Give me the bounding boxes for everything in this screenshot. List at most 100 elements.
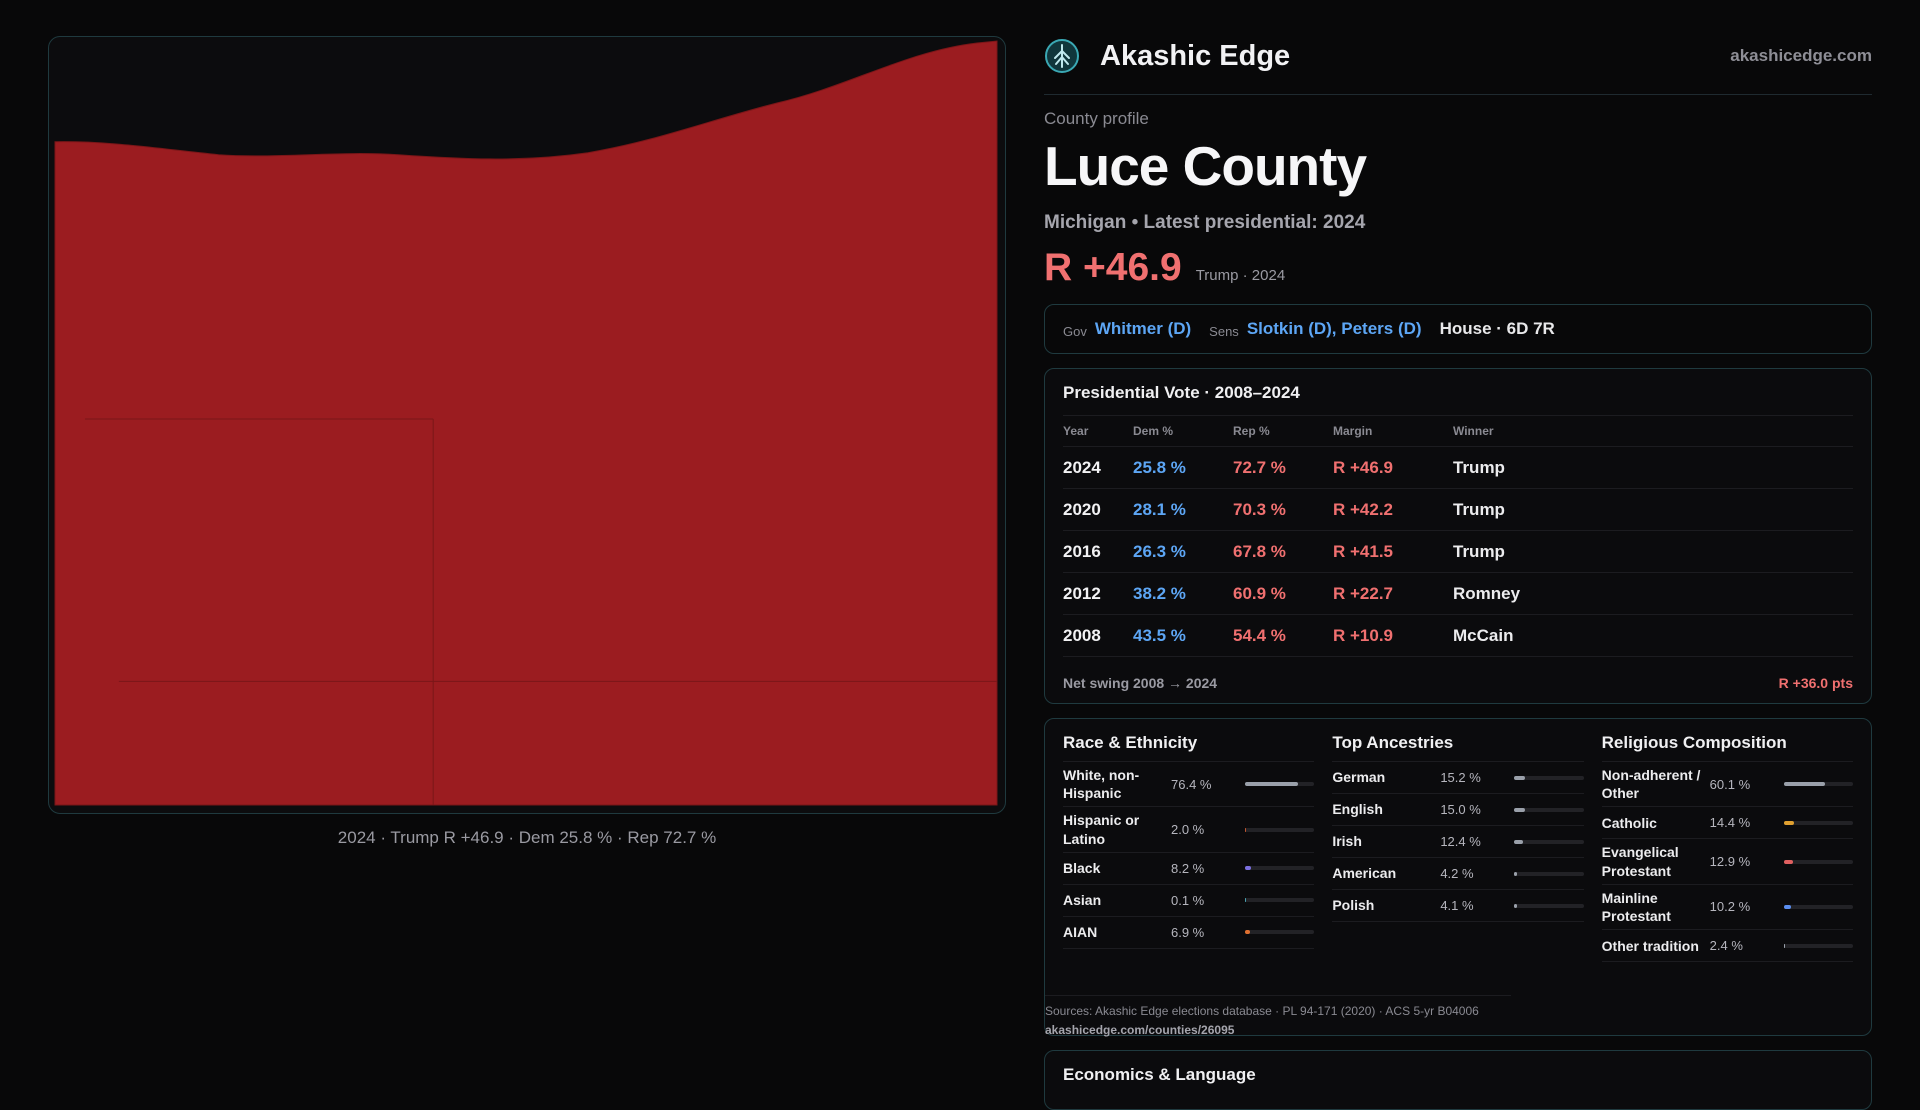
tree-logo-icon[interactable] xyxy=(1044,38,1080,74)
item-label: White, non-Hispanic xyxy=(1063,767,1140,802)
list-item: Polish 4.1 % xyxy=(1332,890,1584,922)
presidential-table: Year Dem % Rep % Margin Winner 2024 25.8 … xyxy=(1063,415,1853,657)
cell-dem: 25.8 % xyxy=(1133,446,1233,489)
list-item: German 15.2 % xyxy=(1332,762,1584,794)
headline-winner: Trump · 2024 xyxy=(1195,267,1286,284)
brand-domain-link[interactable]: akashicedge.com xyxy=(1730,46,1872,65)
item-percent: 14.4 % xyxy=(1709,815,1751,831)
net-swing-value: R +36.0 pts xyxy=(1778,675,1853,691)
cell-rep: 54.4 % xyxy=(1233,614,1333,657)
item-label: Evangelical Protestant xyxy=(1601,844,1679,879)
ancestry-column: Top Ancestries German 15.2 % English 15.0 %… xyxy=(1332,733,1584,962)
county-shape[interactable] xyxy=(54,40,998,806)
cell-winner: Trump xyxy=(1453,488,1853,531)
list-item: AIAN 6.9 % xyxy=(1063,917,1315,949)
bar-track xyxy=(1245,827,1315,832)
bar-fill xyxy=(1245,898,1247,903)
sources-url-link[interactable]: akashicedge.com/counties/26095 xyxy=(1045,1023,1235,1038)
bar-fill xyxy=(1783,859,1793,864)
item-label: Mainline Protestant xyxy=(1601,889,1671,924)
cell-margin: R +42.2 xyxy=(1333,488,1453,531)
bar-track xyxy=(1783,859,1853,864)
profile-panel: Akashic Edge akashicedge.com County prof… xyxy=(1044,36,1872,1110)
page-title: Luce County xyxy=(1044,135,1367,197)
col-dem: Dem % xyxy=(1133,415,1233,447)
bar-fill xyxy=(1514,839,1523,844)
cell-dem: 43.5 % xyxy=(1133,614,1233,657)
table-row: 2024 25.8 % 72.7 % R +46.9 Trump xyxy=(1063,446,1853,489)
item-percent: 15.0 % xyxy=(1440,802,1481,817)
list-item: Hispanic or Latino 2.0 % xyxy=(1063,807,1315,853)
list-item: Other tradition 2.4 % xyxy=(1601,930,1853,963)
sens-label: Sens xyxy=(1209,323,1239,339)
bar-fill xyxy=(1245,827,1247,832)
page-subtitle: Michigan • Latest presidential: 2024 xyxy=(1044,212,1366,233)
item-percent: 2.4 % xyxy=(1709,938,1743,954)
cell-dem: 28.1 % xyxy=(1133,488,1233,531)
item-label: Other tradition xyxy=(1601,937,1699,954)
list-item: Catholic 14.4 % xyxy=(1601,807,1853,840)
col-margin: Margin xyxy=(1333,415,1453,447)
economics-title: Economics & Language xyxy=(1063,1065,1256,1084)
cell-dem: 38.2 % xyxy=(1133,572,1233,615)
religion-title: Religious Composition xyxy=(1601,733,1853,762)
col-year: Year xyxy=(1063,415,1133,447)
cell-year: 2020 xyxy=(1063,488,1133,531)
religion-column: Religious Composition Non-adherent / Oth… xyxy=(1601,733,1853,963)
cell-rep: 67.8 % xyxy=(1233,530,1333,573)
bar-track xyxy=(1783,904,1853,909)
bar-fill xyxy=(1783,820,1794,825)
map-caption: 2024 · Trump R +46.9 · Dem 25.8 % · Rep … xyxy=(337,828,717,847)
table-row: 2008 43.5 % 54.4 % R +10.9 McCain xyxy=(1063,614,1853,657)
list-item: English 15.0 % xyxy=(1332,794,1584,826)
race-column: Race & Ethnicity White, non-Hispanic 76.4… xyxy=(1063,733,1315,962)
list-item: Evangelical Protestant 12.9 % xyxy=(1601,839,1853,885)
net-swing: Net swing 2008 → 2024 R +36.0 pts xyxy=(1063,675,1853,691)
item-percent: 12.9 % xyxy=(1709,854,1751,870)
list-item: Non-adherent / Other 60.1 % xyxy=(1601,762,1853,808)
item-label: Asian xyxy=(1063,892,1102,909)
col-winner: Winner xyxy=(1453,415,1853,447)
bar-fill xyxy=(1514,903,1518,908)
economics-card[interactable]: Economics & Language xyxy=(1044,1050,1872,1110)
item-percent: 10.2 % xyxy=(1709,899,1751,915)
cell-winner: Romney xyxy=(1453,572,1853,615)
officials-bar: Gov Whitmer (D) Sens Slotkin (D), Peters… xyxy=(1044,304,1872,354)
bar-track xyxy=(1514,903,1584,908)
bar-track xyxy=(1783,820,1853,825)
presidential-title: Presidential Vote · 2008–2024 xyxy=(1063,383,1300,402)
brand-name[interactable]: Akashic Edge xyxy=(1100,39,1291,72)
cell-year: 2008 xyxy=(1063,614,1133,657)
bar-fill xyxy=(1783,904,1791,909)
col-rep: Rep % xyxy=(1233,415,1333,447)
gov-link[interactable]: Whitmer (D) xyxy=(1094,319,1192,338)
bar-fill xyxy=(1514,775,1525,780)
county-map[interactable] xyxy=(48,36,1006,814)
headline-result: R +46.9 Trump · 2024 xyxy=(1044,246,1872,290)
brand-header: Akashic Edge akashicedge.com xyxy=(1044,36,1872,76)
item-percent: 12.4 % xyxy=(1440,834,1481,849)
sources-note: Sources: Akashic Edge elections database… xyxy=(1045,995,1511,1040)
bar-fill xyxy=(1245,930,1250,935)
list-item: Irish 12.4 % xyxy=(1332,826,1584,858)
item-label: Catholic xyxy=(1601,814,1657,831)
headline-margin: R +46.9 xyxy=(1044,246,1182,289)
divider xyxy=(1044,94,1872,95)
list-item: Asian 0.1 % xyxy=(1063,885,1315,917)
cell-winner: Trump xyxy=(1453,446,1853,489)
table-row: 2016 26.3 % 67.8 % R +41.5 Trump xyxy=(1063,530,1853,573)
county-map-svg xyxy=(54,40,998,806)
cell-margin: R +41.5 xyxy=(1333,530,1453,573)
item-percent: 2.0 % xyxy=(1171,822,1205,838)
race-title: Race & Ethnicity xyxy=(1063,733,1315,762)
cell-winner: McCain xyxy=(1453,614,1853,657)
item-label: AIAN xyxy=(1063,924,1098,941)
sens-link[interactable]: Slotkin (D), Peters (D) xyxy=(1246,319,1422,338)
item-label: Irish xyxy=(1332,833,1362,850)
bar-track xyxy=(1514,775,1584,780)
cell-margin: R +10.9 xyxy=(1333,614,1453,657)
item-label: Polish xyxy=(1332,897,1375,914)
bar-fill xyxy=(1514,871,1518,876)
item-percent: 15.2 % xyxy=(1440,770,1481,785)
cell-year: 2016 xyxy=(1063,530,1133,573)
